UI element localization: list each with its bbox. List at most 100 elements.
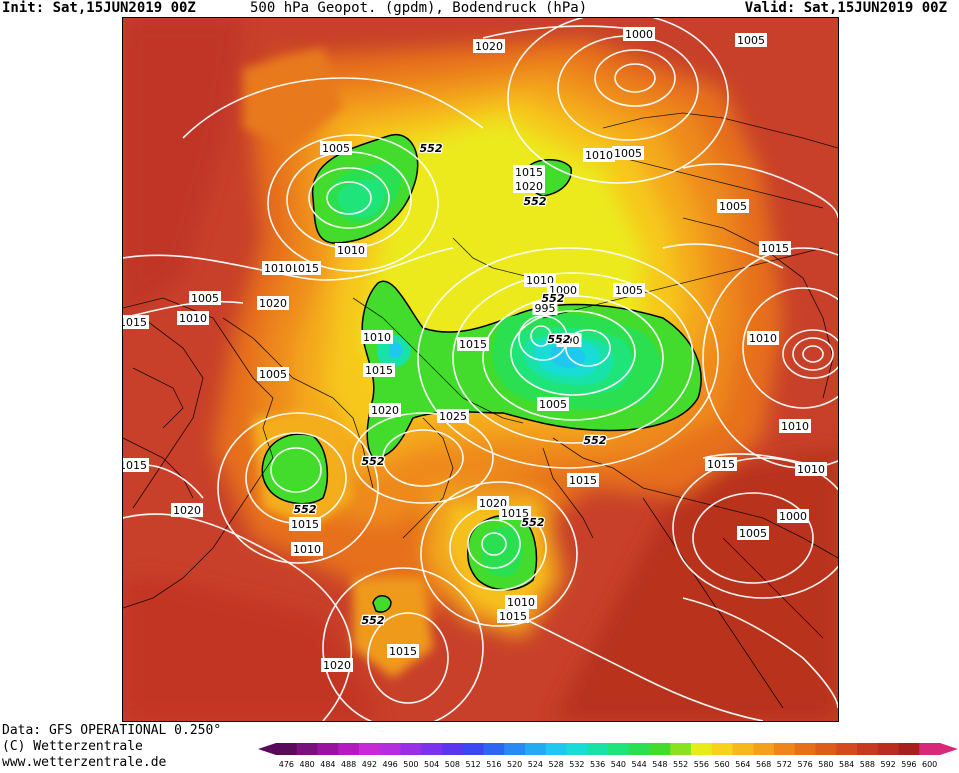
svg-text:1000: 1000 — [625, 28, 653, 41]
scale-tick-label: 580 — [818, 760, 833, 769]
init-time: Init: Sat,15JUN2019 00Z — [2, 0, 196, 16]
scale-tick-label: 528 — [548, 760, 563, 769]
geopotential-label: 552 — [362, 455, 385, 468]
svg-text:1020: 1020 — [173, 504, 201, 517]
svg-text:1005: 1005 — [739, 527, 767, 540]
scale-swatch — [276, 743, 298, 755]
isobar-label: 1020 — [369, 403, 401, 417]
geopotential-label: 552 — [524, 195, 547, 208]
scale-swatch — [711, 743, 733, 755]
geopotential-label: 552 — [420, 142, 443, 155]
scale-swatch — [338, 743, 360, 755]
scale-tick-label: 536 — [590, 760, 605, 769]
weather-map: 1020 1000 1005 1005 1010 1005 1015 1020 1010 1015… — [122, 17, 839, 722]
scale-tick-label: 508 — [445, 760, 460, 769]
isobar-label: 1010 — [583, 148, 615, 162]
website-url: www.wetterzentrale.de — [2, 755, 167, 770]
scale-swatch — [359, 743, 381, 755]
scale-swatch — [691, 743, 713, 755]
scale-swatch — [566, 743, 588, 755]
scale-tick-label: 500 — [403, 760, 418, 769]
valid-time: Valid: Sat,15JUN2019 00Z — [744, 0, 947, 16]
svg-text:1015: 1015 — [389, 645, 417, 658]
isobar-label: 1015 — [387, 644, 419, 658]
scale-swatch — [462, 743, 484, 755]
scale-swatch — [317, 743, 339, 755]
isobar-label: 1000 — [547, 283, 579, 297]
scale-swatch — [670, 743, 692, 755]
scale-tick-label: 544 — [631, 760, 646, 769]
svg-text:1025: 1025 — [439, 410, 467, 423]
scale-tick-label: 476 — [279, 760, 294, 769]
svg-text:1020: 1020 — [515, 180, 543, 193]
svg-text:1005: 1005 — [737, 34, 765, 47]
scale-arrow-left — [258, 743, 276, 755]
geopotential-label: 552 — [584, 434, 607, 447]
isobar-label: 1010 — [747, 331, 779, 345]
svg-text:1005: 1005 — [259, 368, 287, 381]
svg-text:1005: 1005 — [615, 284, 643, 297]
isobar-label: 1015 — [499, 506, 531, 520]
svg-text:1010: 1010 — [179, 312, 207, 325]
svg-text:1015: 1015 — [707, 458, 735, 471]
scale-tick-label: 556 — [694, 760, 709, 769]
scale-swatch — [379, 743, 401, 755]
isobar-label: 1010 — [291, 542, 323, 556]
svg-text:990: 990 — [559, 334, 580, 347]
scale-tick-label: 496 — [382, 760, 397, 769]
isobar-label: 1015 — [567, 473, 599, 487]
isobar-label: 990 — [556, 333, 582, 347]
scale-tick-label: 564 — [735, 760, 750, 769]
geopotential-label: 552 — [548, 333, 571, 346]
geopotential-label: 552 — [522, 516, 545, 529]
svg-text:1015: 1015 — [501, 507, 529, 520]
svg-text:1005: 1005 — [719, 200, 747, 213]
scale-swatch — [794, 743, 816, 755]
scale-swatch — [919, 743, 941, 755]
scale-tick-label: 592 — [880, 760, 895, 769]
isobar-label: 1015 — [289, 517, 321, 531]
scale-swatch — [608, 743, 630, 755]
svg-text:1000: 1000 — [549, 284, 577, 297]
isobar-label: 1010 — [795, 462, 827, 476]
scale-swatch — [587, 743, 609, 755]
isobar-label: 1005 — [717, 199, 749, 213]
isobar-label: 1005 — [189, 291, 221, 305]
svg-text:1005: 1005 — [191, 292, 219, 305]
isobar-label: 1015 — [363, 363, 395, 377]
scale-arrow-right — [940, 743, 958, 755]
scale-tick-label: 548 — [652, 760, 667, 769]
scale-tick-label: 576 — [797, 760, 812, 769]
isobar-label: 1005 — [612, 146, 644, 160]
scale-tick-label: 596 — [901, 760, 916, 769]
scale-swatch — [442, 743, 464, 755]
isobar-label: 1015 — [759, 241, 791, 255]
svg-text:1020: 1020 — [371, 404, 399, 417]
svg-text:1000: 1000 — [779, 510, 807, 523]
isobar-label: 1010 — [361, 330, 393, 344]
copyright: (C) Wetterzentrale — [2, 739, 143, 754]
svg-text:1005: 1005 — [614, 147, 642, 160]
svg-text:1015: 1015 — [123, 459, 147, 472]
svg-text:1020: 1020 — [323, 659, 351, 672]
svg-text:1010: 1010 — [264, 262, 292, 275]
isobar-label: 1020 — [473, 39, 505, 53]
geopotential-label: 552 — [294, 503, 317, 516]
svg-text:1020: 1020 — [475, 40, 503, 53]
scale-tick-label: 568 — [756, 760, 771, 769]
scale-swatch — [483, 743, 505, 755]
color-scale-legend: 476 480 484 488 492 496 500 504 508 512 516 520 524 5… — [258, 741, 958, 769]
svg-text:1005: 1005 — [539, 398, 567, 411]
isobar-label: 1010 — [335, 243, 367, 257]
scale-tick-label: 532 — [569, 760, 584, 769]
isobar-label: 1000 — [623, 27, 655, 41]
svg-text:1010: 1010 — [337, 244, 365, 257]
scale-tick-label: 552 — [673, 760, 688, 769]
scale-swatch — [545, 743, 567, 755]
scale-swatch — [774, 743, 796, 755]
scale-tick-label: 492 — [362, 760, 377, 769]
scale-tick-label: 512 — [465, 760, 480, 769]
scale-tick-label: 488 — [341, 760, 356, 769]
svg-text:1010: 1010 — [749, 332, 777, 345]
